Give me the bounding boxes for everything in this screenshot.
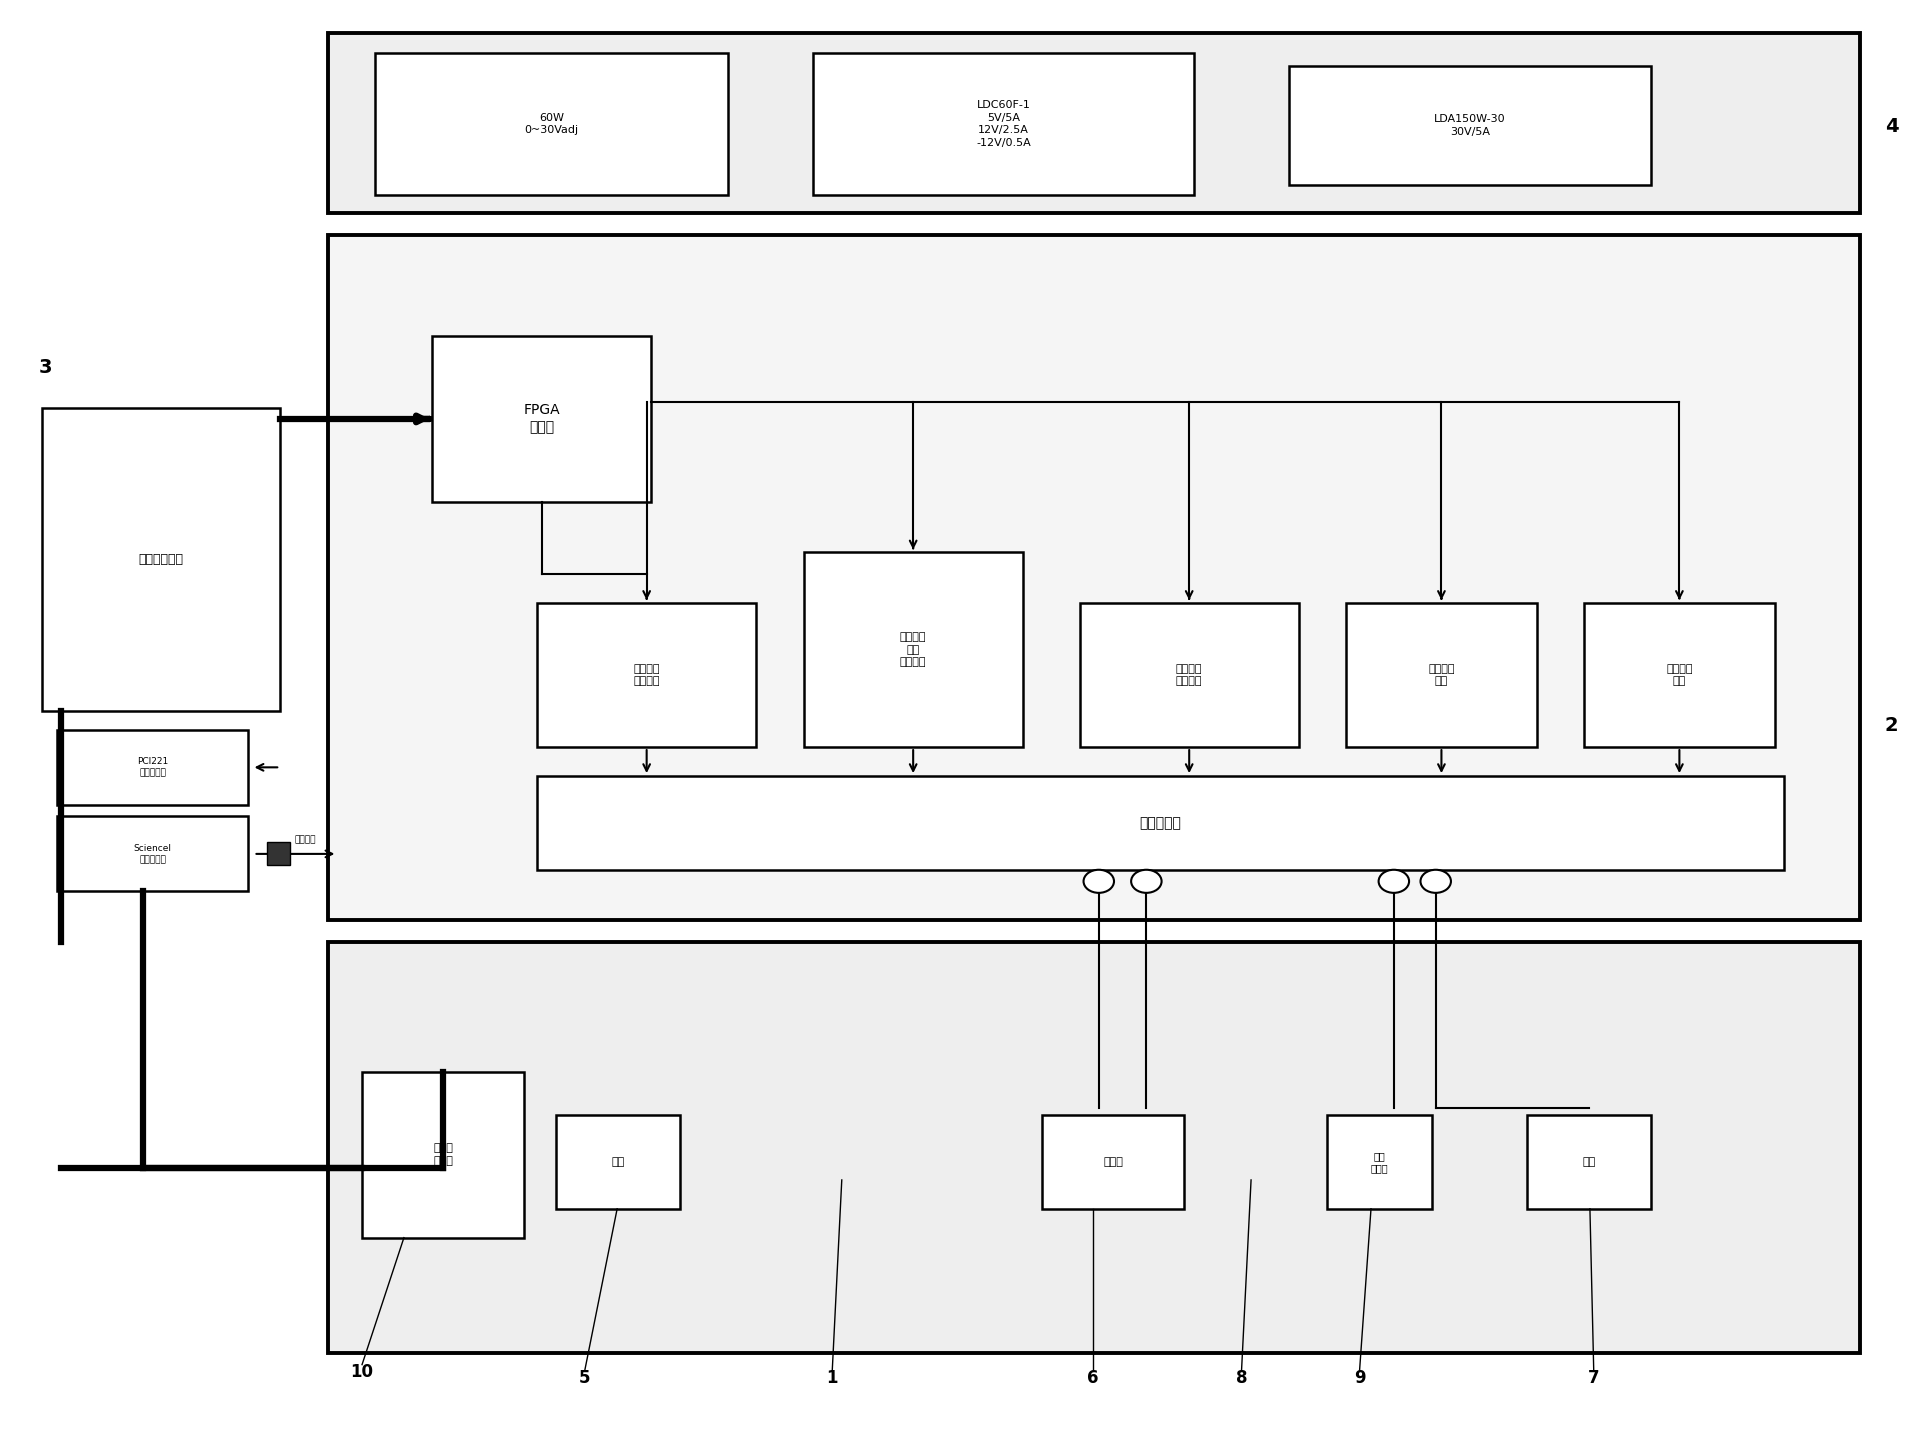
Bar (327, 942, 1860, 1354)
Bar (268, 843, 291, 865)
Text: LDC60F-1
5V/5A
12V/2.5A
-12V/0.5A: LDC60F-1 5V/5A 12V/2.5A -12V/0.5A (977, 100, 1031, 148)
Text: 9: 9 (1354, 1368, 1365, 1387)
Text: 吸合释放
电压测量: 吸合释放 电压测量 (1176, 663, 1203, 686)
Bar (375, 54, 728, 194)
Text: 6: 6 (1088, 1368, 1099, 1387)
Text: LDA150W-30
30V/5A: LDA150W-30 30V/5A (1434, 115, 1507, 136)
Bar (470, 1136, 1822, 1180)
Circle shape (1379, 869, 1409, 892)
Bar (1346, 602, 1537, 747)
Bar (57, 730, 249, 805)
Text: 7: 7 (1587, 1368, 1600, 1387)
Bar (327, 235, 1860, 920)
Bar (556, 1114, 681, 1209)
Text: 5: 5 (579, 1368, 591, 1387)
Bar (42, 408, 281, 711)
Circle shape (1421, 869, 1451, 892)
Text: 直流电阻
测量
温升测量: 直流电阻 测量 温升测量 (901, 633, 927, 667)
Text: 8: 8 (1235, 1368, 1247, 1387)
Text: 高性能计算机: 高性能计算机 (140, 553, 184, 566)
Bar (1585, 602, 1774, 747)
Text: 10: 10 (350, 1362, 373, 1381)
Text: 光屏: 光屏 (1583, 1156, 1597, 1167)
Circle shape (1084, 869, 1115, 892)
Text: 光源
传感器: 光源 传感器 (1371, 1151, 1388, 1172)
Bar (57, 817, 249, 891)
Circle shape (1132, 869, 1162, 892)
Bar (1042, 1114, 1184, 1209)
Bar (1080, 602, 1298, 747)
Text: Sciencel
数据采集卡: Sciencel 数据采集卡 (134, 844, 172, 863)
Bar (1528, 1114, 1650, 1209)
Bar (813, 54, 1193, 194)
Bar (803, 553, 1023, 747)
Text: 3: 3 (38, 358, 52, 377)
Text: 继电器阵列: 继电器阵列 (1140, 815, 1182, 830)
Text: 同步触发: 同步触发 (294, 834, 315, 844)
Bar (537, 602, 755, 747)
Bar (327, 33, 1860, 213)
Text: 60W
0~30Vadj: 60W 0~30Vadj (524, 113, 579, 135)
Bar (1289, 67, 1650, 184)
Bar (1327, 1114, 1432, 1209)
Text: 镜头: 镜头 (612, 1156, 625, 1167)
Text: 高速摄
像装置: 高速摄 像装置 (432, 1143, 453, 1167)
Bar (537, 776, 1784, 869)
Text: 1: 1 (826, 1368, 837, 1387)
Text: PCI221
通道卡插卡: PCI221 通道卡插卡 (138, 757, 168, 778)
Bar (432, 337, 652, 502)
Bar (361, 1072, 524, 1238)
Text: FPGA
控制板: FPGA 控制板 (524, 403, 560, 435)
Text: 4: 4 (1885, 118, 1899, 136)
Text: 工作电流
测量: 工作电流 测量 (1428, 663, 1455, 686)
Text: 静态电感
测量: 静态电感 测量 (1665, 663, 1692, 686)
Text: 动态响应
时间测量: 动态响应 时间测量 (633, 663, 660, 686)
Text: 2: 2 (1885, 715, 1899, 736)
Text: 电磁阀: 电磁阀 (1103, 1156, 1122, 1167)
